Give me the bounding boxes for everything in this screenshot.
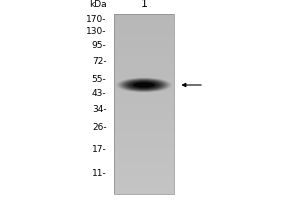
Ellipse shape: [128, 81, 160, 89]
Text: 170-: 170-: [86, 15, 106, 23]
Text: 1: 1: [140, 0, 148, 9]
Text: 72-: 72-: [92, 56, 106, 66]
Text: 55-: 55-: [92, 74, 106, 84]
Text: 34-: 34-: [92, 105, 106, 114]
Ellipse shape: [130, 81, 158, 89]
Ellipse shape: [124, 80, 164, 90]
Ellipse shape: [132, 82, 156, 88]
Ellipse shape: [122, 79, 166, 91]
Text: 130-: 130-: [86, 26, 106, 36]
Ellipse shape: [133, 82, 155, 88]
Text: 17-: 17-: [92, 144, 106, 154]
Text: 26-: 26-: [92, 122, 106, 132]
Ellipse shape: [126, 80, 162, 90]
Ellipse shape: [134, 82, 154, 88]
Text: kDa: kDa: [89, 0, 106, 9]
Text: 11-: 11-: [92, 168, 106, 178]
Bar: [114, 14, 174, 194]
Ellipse shape: [118, 78, 170, 92]
Text: 95-: 95-: [92, 40, 106, 49]
Ellipse shape: [116, 78, 172, 92]
Ellipse shape: [120, 79, 168, 91]
Text: 43-: 43-: [92, 88, 106, 98]
